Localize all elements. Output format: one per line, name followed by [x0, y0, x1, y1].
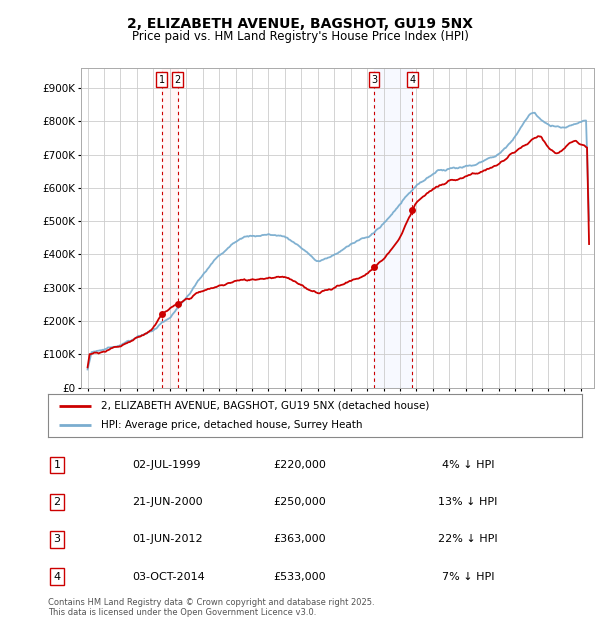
Text: 13% ↓ HPI: 13% ↓ HPI — [439, 497, 497, 507]
Text: 1: 1 — [53, 460, 61, 470]
Text: 01-JUN-2012: 01-JUN-2012 — [132, 534, 203, 544]
Text: 03-OCT-2014: 03-OCT-2014 — [132, 572, 205, 582]
Text: 2, ELIZABETH AVENUE, BAGSHOT, GU19 5NX: 2, ELIZABETH AVENUE, BAGSHOT, GU19 5NX — [127, 17, 473, 32]
Text: 4% ↓ HPI: 4% ↓ HPI — [442, 460, 494, 470]
Text: 2: 2 — [53, 497, 61, 507]
Text: Price paid vs. HM Land Registry's House Price Index (HPI): Price paid vs. HM Land Registry's House … — [131, 30, 469, 43]
Text: 21-JUN-2000: 21-JUN-2000 — [132, 497, 203, 507]
Text: 7% ↓ HPI: 7% ↓ HPI — [442, 572, 494, 582]
Text: 1: 1 — [158, 75, 164, 85]
Text: Contains HM Land Registry data © Crown copyright and database right 2025.
This d: Contains HM Land Registry data © Crown c… — [48, 598, 374, 617]
Text: £220,000: £220,000 — [274, 460, 326, 470]
Bar — [374, 68, 412, 388]
Text: £250,000: £250,000 — [274, 497, 326, 507]
Text: 22% ↓ HPI: 22% ↓ HPI — [438, 534, 498, 544]
Text: 2, ELIZABETH AVENUE, BAGSHOT, GU19 5NX (detached house): 2, ELIZABETH AVENUE, BAGSHOT, GU19 5NX (… — [101, 401, 430, 411]
Text: 4: 4 — [409, 75, 415, 85]
Text: 4: 4 — [53, 572, 61, 582]
Text: 2: 2 — [175, 75, 181, 85]
Text: 3: 3 — [371, 75, 377, 85]
Text: £363,000: £363,000 — [274, 534, 326, 544]
Text: 3: 3 — [53, 534, 61, 544]
Bar — [161, 68, 178, 388]
Text: HPI: Average price, detached house, Surrey Heath: HPI: Average price, detached house, Surr… — [101, 420, 363, 430]
Text: £533,000: £533,000 — [274, 572, 326, 582]
Text: 02-JUL-1999: 02-JUL-1999 — [132, 460, 200, 470]
